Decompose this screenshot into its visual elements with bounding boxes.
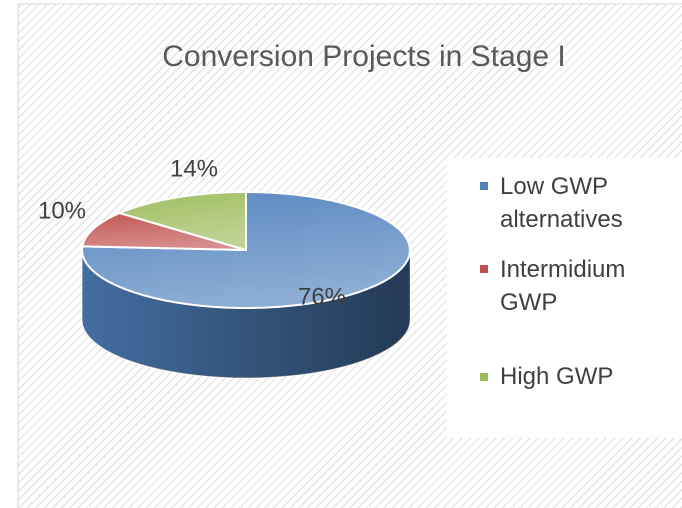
legend	[480, 182, 488, 381]
slice-shine	[82, 213, 247, 250]
pie: 76% 10% 14%	[38, 155, 411, 379]
legend-marker	[480, 265, 488, 273]
data-label: 10%	[38, 197, 86, 224]
data-label: 76%	[298, 283, 346, 310]
legend-marker	[480, 373, 488, 381]
side-shade	[82, 250, 410, 378]
data-label: 14%	[170, 155, 218, 182]
chart-title: Conversion Projects in Stage I	[162, 40, 566, 73]
legend-label: Low GWP alternatives	[500, 173, 623, 233]
legend-label: Intermidium GWP	[500, 256, 626, 316]
slice-shine	[82, 192, 410, 308]
legend-box	[447, 158, 682, 438]
slice-shine	[119, 192, 246, 250]
legend-marker	[480, 182, 488, 190]
legend-label: High GWP	[500, 363, 614, 390]
